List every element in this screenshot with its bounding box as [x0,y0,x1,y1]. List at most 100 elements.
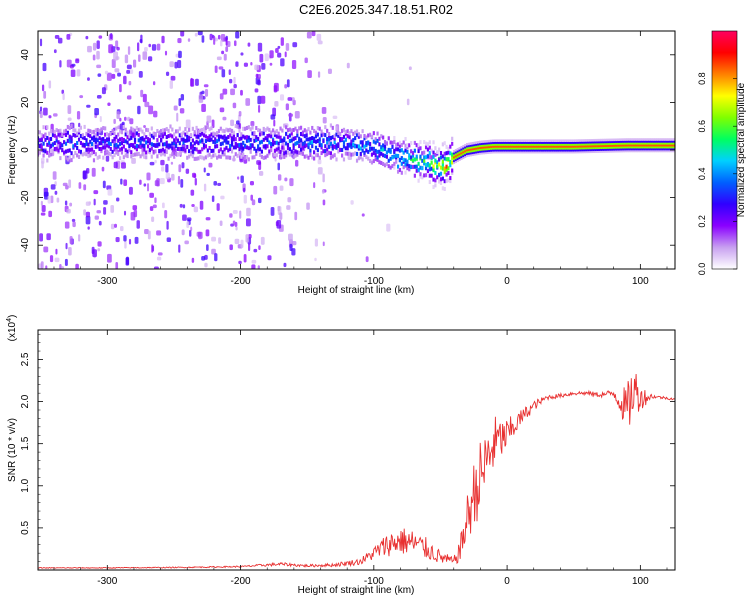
ridge-cell [348,135,351,140]
ridge-cell [467,142,471,146]
ridge-cell [510,148,513,152]
ridge-cell [432,185,435,190]
ridge-cell [421,158,424,163]
ridge-cell [197,149,200,154]
ridge-cell [143,137,146,142]
ridge-cell [286,146,290,151]
ridge-cell [380,145,383,150]
ridge-cell [44,133,47,138]
ridge-cell [471,153,474,157]
ridge-cell [383,147,387,152]
ridge-cell [240,145,243,150]
ridge-cell [441,186,444,191]
ridge-cell [635,138,638,141]
noise-cell [222,88,228,95]
ridge-cell [624,145,627,149]
noise-cell [139,39,143,43]
ridge-cell [454,152,458,156]
ridge-cell [626,142,629,145]
ridge-cell [296,133,299,138]
ridge-cell [156,138,159,143]
ridge-cell [359,140,362,145]
ridge-cell [501,148,504,152]
ridge-cell [122,144,125,149]
noise-cell [169,61,174,68]
ridge-cell [536,143,540,146]
ridge-cell [320,145,323,150]
ridge-cell [570,139,573,143]
ridge-cell [466,142,469,146]
ridge-cell [531,147,534,150]
ridge-cell [581,148,584,152]
ridge-cell [475,145,478,148]
ridge-cell [466,146,469,150]
ridge-cell [154,149,157,154]
noise-cell [54,257,60,263]
ridge-cell [273,148,277,153]
ridge-cell [104,145,107,150]
ridge-cell [102,136,105,141]
ridge-cell [341,147,344,152]
ridge-cell [624,142,627,145]
ridge-cell [150,133,153,138]
ridge-cell [240,154,243,159]
noise-cell [317,40,323,45]
ridge-cell [428,145,431,150]
ridge-cell [59,131,62,136]
noise-cell [153,110,158,118]
ridge-cell [492,139,495,143]
ridge-cell [486,141,489,145]
ridge-cell [456,151,459,155]
ridge-cell [454,148,458,152]
ridge-cell [370,146,374,151]
ridge-cell [605,150,609,153]
ridge-cell [510,150,513,154]
ridge-cell [210,126,213,131]
ridge-cell [419,154,422,159]
noise-cell [258,197,262,204]
ridge-cell [217,134,221,139]
noise-cell [279,185,284,191]
ridge-cell [309,148,312,153]
ridge-cell [652,140,655,143]
ridge-cell [279,139,282,144]
ridge-cell [113,131,116,136]
noise-cell [136,220,140,229]
x-tick-label: -200 [231,276,251,287]
ridge-cell [160,137,163,142]
ridge-cell [473,153,476,156]
ridge-cell [641,149,644,153]
ridge-cell [423,173,426,178]
ridge-cell [382,135,385,140]
ridge-cell [548,150,551,154]
ridge-cell [135,131,138,136]
ridge-cell [419,165,422,170]
ridge-cell [335,126,338,131]
ridge-cell [434,183,437,188]
noise-cell [97,241,102,247]
ridge-cell [535,148,538,152]
ridge-cell [341,128,344,133]
ridge-cell [492,143,495,146]
ridge-cell [646,143,650,147]
ridge-cell [38,130,41,135]
ridge-cell [452,149,456,153]
noise-cell [222,116,227,121]
ridge-cell [495,148,499,152]
noise-cell [113,51,119,61]
ridge-cell [387,147,390,152]
ridge-cell [497,150,500,154]
ridge-cell [368,132,372,137]
ridge-cell [176,146,180,151]
noise-cell [114,68,120,73]
ridge-cell [87,154,90,159]
ridge-cell [624,143,627,147]
noise-cell [42,62,47,72]
ridge-cell [480,144,484,147]
ridge-cell [574,145,577,148]
noise-cell [201,90,205,95]
ridge-cell [288,152,291,157]
ridge-cell [383,153,387,158]
ridge-cell [572,150,575,154]
noise-cell [166,220,169,230]
